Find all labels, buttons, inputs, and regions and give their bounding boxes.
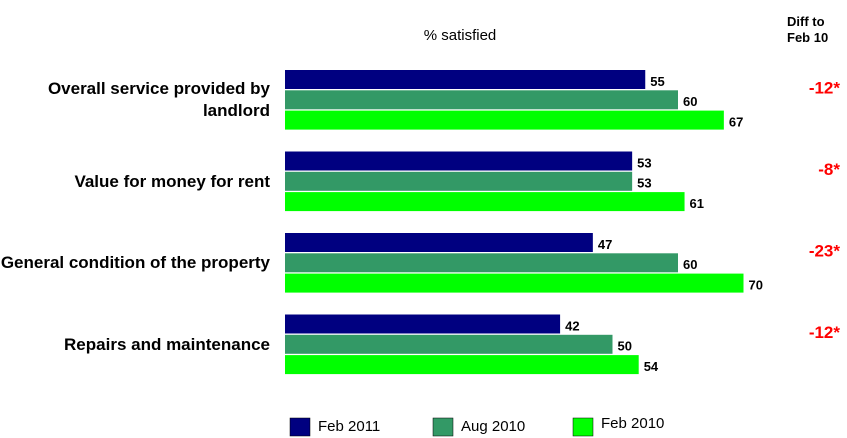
legend-label: Feb 2010 bbox=[601, 415, 664, 432]
chart-title: % satisfied bbox=[424, 27, 497, 44]
category-label: General condition of the property bbox=[0, 253, 270, 272]
bar bbox=[285, 90, 678, 110]
bar bbox=[285, 110, 724, 130]
diff-label: -12* bbox=[809, 78, 841, 97]
category-label: Value for money for rent bbox=[74, 171, 270, 191]
bar bbox=[285, 171, 633, 191]
bar bbox=[285, 151, 633, 171]
value-label: 70 bbox=[749, 278, 763, 293]
value-label: 50 bbox=[618, 339, 632, 354]
category-label: Overall service provided by landlord bbox=[47, 79, 270, 120]
bar bbox=[285, 253, 678, 273]
bar bbox=[285, 233, 593, 252]
value-label: 53 bbox=[637, 176, 651, 191]
diff-label: -23* bbox=[809, 241, 841, 260]
value-label: 55 bbox=[650, 74, 664, 89]
category-label: Repairs and maintenance bbox=[64, 334, 270, 354]
legend-label: Aug 2010 bbox=[461, 418, 525, 435]
bar bbox=[285, 355, 639, 375]
legend-label: Feb 2011 bbox=[318, 418, 380, 435]
value-label: 42 bbox=[565, 318, 579, 333]
value-label: 60 bbox=[683, 257, 697, 272]
value-label: 53 bbox=[637, 155, 651, 170]
legend-swatch bbox=[289, 417, 311, 437]
value-label: 54 bbox=[644, 359, 659, 374]
bar bbox=[285, 70, 646, 89]
value-label: 60 bbox=[683, 94, 697, 109]
value-label: 61 bbox=[690, 196, 704, 211]
diff-title: Diff to Feb 10 bbox=[787, 14, 829, 45]
legend-swatch bbox=[432, 417, 454, 437]
legend-swatch bbox=[572, 417, 594, 437]
bar bbox=[285, 273, 744, 293]
bar bbox=[285, 334, 613, 354]
bar bbox=[285, 314, 561, 334]
bar bbox=[285, 192, 685, 212]
value-label: 67 bbox=[729, 115, 743, 130]
diff-label: -12* bbox=[809, 323, 841, 342]
diff-label: -8* bbox=[818, 160, 840, 179]
value-label: 47 bbox=[598, 237, 612, 252]
